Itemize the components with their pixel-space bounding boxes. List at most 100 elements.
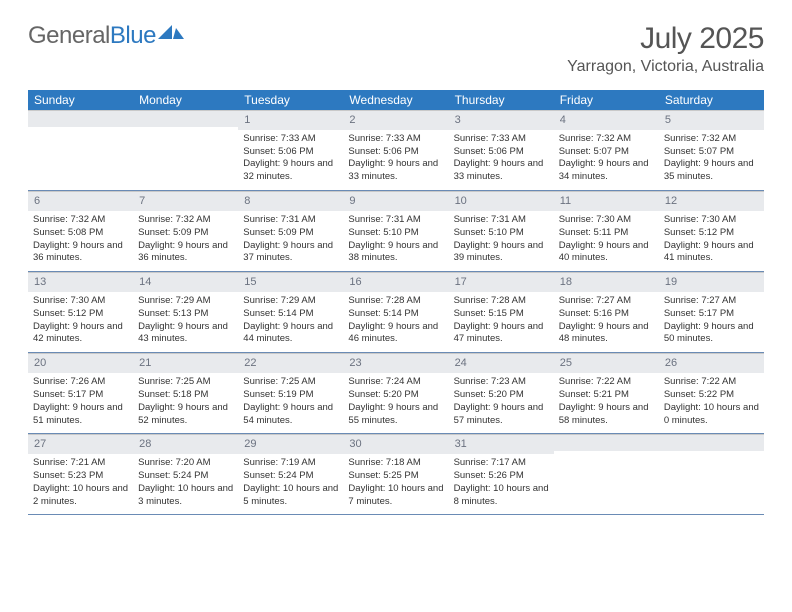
day-cell: 23Sunrise: 7:24 AMSunset: 5:20 PMDayligh…: [343, 353, 448, 433]
daylight-text: Daylight: 9 hours and 48 minutes.: [559, 321, 654, 347]
sunset-text: Sunset: 5:13 PM: [138, 308, 233, 321]
sunrise-text: Sunrise: 7:28 AM: [348, 295, 443, 308]
day-cell: 20Sunrise: 7:26 AMSunset: 5:17 PMDayligh…: [28, 353, 133, 433]
day-cell: 18Sunrise: 7:27 AMSunset: 5:16 PMDayligh…: [554, 272, 659, 352]
dow-friday: Friday: [554, 90, 659, 110]
sunset-text: Sunset: 5:17 PM: [664, 308, 759, 321]
day-cell: 7Sunrise: 7:32 AMSunset: 5:09 PMDaylight…: [133, 191, 238, 271]
day-cell: 6Sunrise: 7:32 AMSunset: 5:08 PMDaylight…: [28, 191, 133, 271]
sunrise-text: Sunrise: 7:32 AM: [559, 133, 654, 146]
day-number: 18: [554, 272, 659, 292]
logo-flag-icon: [158, 22, 184, 50]
dow-sunday: Sunday: [28, 90, 133, 110]
day-number: 24: [449, 353, 554, 373]
daylight-text: Daylight: 9 hours and 37 minutes.: [243, 240, 338, 266]
week-row: 1Sunrise: 7:33 AMSunset: 5:06 PMDaylight…: [28, 110, 764, 191]
sunrise-text: Sunrise: 7:33 AM: [454, 133, 549, 146]
daylight-text: Daylight: 9 hours and 54 minutes.: [243, 402, 338, 428]
day-cell: 17 Sunrise: 7:28 AMSunset: 5:15 PMDayligh…: [449, 272, 554, 352]
daylight-text: Daylight: 9 hours and 40 minutes.: [559, 240, 654, 266]
sunset-text: Sunset: 5:16 PM: [559, 308, 654, 321]
day-cell: 28Sunrise: 7:20 AMSunset: 5:24 PMDayligh…: [133, 434, 238, 514]
daylight-text: Daylight: 9 hours and 35 minutes.: [664, 158, 759, 184]
day-cell: 13Sunrise: 7:30 AMSunset: 5:12 PMDayligh…: [28, 272, 133, 352]
sunset-text: Sunset: 5:07 PM: [664, 146, 759, 159]
daylight-text: Daylight: 9 hours and 33 minutes.: [348, 158, 443, 184]
daylight-text: Daylight: 9 hours and 57 minutes.: [454, 402, 549, 428]
sunset-text: Sunset: 5:06 PM: [348, 146, 443, 159]
daylight-text: Daylight: 9 hours and 44 minutes.: [243, 321, 338, 347]
day-number: [28, 110, 133, 127]
day-number: 13: [28, 272, 133, 292]
sunrise-text: Sunrise: 7:23 AM: [454, 376, 549, 389]
sunrise-text: Sunrise: 7:30 AM: [559, 214, 654, 227]
day-number: 6: [28, 191, 133, 211]
daylight-text: Daylight: 9 hours and 52 minutes.: [138, 402, 233, 428]
day-number: 20: [28, 353, 133, 373]
day-of-week-header: Sunday Monday Tuesday Wednesday Thursday…: [28, 90, 764, 110]
day-number: 30: [343, 434, 448, 454]
daylight-text: Daylight: 9 hours and 43 minutes.: [138, 321, 233, 347]
day-cell: 8Sunrise: 7:31 AMSunset: 5:09 PMDaylight…: [238, 191, 343, 271]
day-cell: [28, 110, 133, 190]
day-cell: 2Sunrise: 7:33 AMSunset: 5:06 PMDaylight…: [343, 110, 448, 190]
week-row: 6Sunrise: 7:32 AMSunset: 5:08 PMDaylight…: [28, 191, 764, 272]
sunset-text: Sunset: 5:26 PM: [454, 470, 549, 483]
sunrise-text: Sunrise: 7:27 AM: [664, 295, 759, 308]
sunrise-text: Sunrise: 7:26 AM: [33, 376, 128, 389]
daylight-text: Daylight: 9 hours and 42 minutes.: [33, 321, 128, 347]
daylight-text: Daylight: 9 hours and 47 minutes.: [454, 321, 549, 347]
brand-part2: Blue: [110, 22, 156, 50]
sunset-text: Sunset: 5:21 PM: [559, 389, 654, 402]
sunrise-text: Sunrise: 7:21 AM: [33, 457, 128, 470]
sunrise-text: Sunrise: 7:31 AM: [454, 214, 549, 227]
brand-part1: General: [28, 22, 110, 50]
sunrise-text: Sunrise: 7:22 AM: [664, 376, 759, 389]
day-number: 3: [449, 110, 554, 130]
dow-monday: Monday: [133, 90, 238, 110]
day-cell: 31Sunrise: 7:17 AMSunset: 5:26 PMDayligh…: [449, 434, 554, 514]
day-number: [659, 434, 764, 451]
day-number: 29: [238, 434, 343, 454]
day-cell: 15Sunrise: 7:29 AMSunset: 5:14 PMDayligh…: [238, 272, 343, 352]
sunrise-text: Sunrise: 7:25 AM: [138, 376, 233, 389]
sunset-text: Sunset: 5:12 PM: [664, 227, 759, 240]
sunrise-text: Sunrise: 7:22 AM: [559, 376, 654, 389]
day-number: [554, 434, 659, 451]
daylight-text: Daylight: 10 hours and 0 minutes.: [664, 402, 759, 428]
day-number: 2: [343, 110, 448, 130]
sunset-text: Sunset: 5:15 PM: [454, 308, 549, 321]
day-cell: 19Sunrise: 7:27 AMSunset: 5:17 PMDayligh…: [659, 272, 764, 352]
sunrise-text: Sunrise: 7:29 AM: [243, 295, 338, 308]
sunrise-text: Sunrise: 7:28 AM: [454, 295, 549, 308]
daylight-text: Daylight: 9 hours and 51 minutes.: [33, 402, 128, 428]
daylight-text: Daylight: 9 hours and 34 minutes.: [559, 158, 654, 184]
sunset-text: Sunset: 5:11 PM: [559, 227, 654, 240]
day-number: 9: [343, 191, 448, 211]
day-number: 16: [343, 272, 448, 292]
sunset-text: Sunset: 5:06 PM: [454, 146, 549, 159]
daylight-text: Daylight: 10 hours and 7 minutes.: [348, 483, 443, 509]
day-number: 17: [449, 272, 554, 292]
sunrise-text: Sunrise: 7:33 AM: [243, 133, 338, 146]
day-number: 28: [133, 434, 238, 454]
sunrise-text: Sunrise: 7:32 AM: [664, 133, 759, 146]
week-row: 13Sunrise: 7:30 AMSunset: 5:12 PMDayligh…: [28, 272, 764, 353]
day-number: 1: [238, 110, 343, 130]
day-cell: 24Sunrise: 7:23 AMSunset: 5:20 PMDayligh…: [449, 353, 554, 433]
sunrise-text: Sunrise: 7:24 AM: [348, 376, 443, 389]
daylight-text: Daylight: 9 hours and 46 minutes.: [348, 321, 443, 347]
sunset-text: Sunset: 5:10 PM: [348, 227, 443, 240]
daylight-text: Daylight: 9 hours and 32 minutes.: [243, 158, 338, 184]
daylight-text: Daylight: 9 hours and 39 minutes.: [454, 240, 549, 266]
sunrise-text: Sunrise: 7:31 AM: [348, 214, 443, 227]
sunset-text: Sunset: 5:22 PM: [664, 389, 759, 402]
sunrise-text: Sunrise: 7:29 AM: [138, 295, 233, 308]
sunset-text: Sunset: 5:19 PM: [243, 389, 338, 402]
sunset-text: Sunset: 5:24 PM: [243, 470, 338, 483]
dow-thursday: Thursday: [449, 90, 554, 110]
sunrise-text: Sunrise: 7:31 AM: [243, 214, 338, 227]
location-subtitle: Yarragon, Victoria, Australia: [567, 58, 764, 76]
day-number: 26: [659, 353, 764, 373]
day-number: 4: [554, 110, 659, 130]
